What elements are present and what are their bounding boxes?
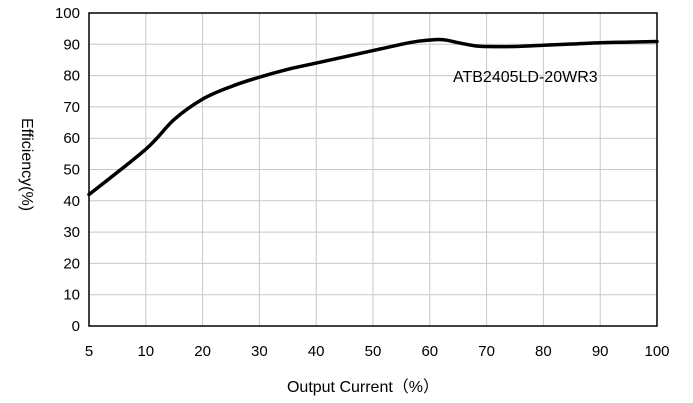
y-tick-label: 40 [63, 193, 80, 210]
y-axis-title: Efficiency(%) [18, 118, 35, 211]
plot-frame [88, 12, 658, 327]
y-tick-label: 90 [63, 36, 80, 53]
y-tick-label: 60 [63, 130, 80, 147]
x-tick-label: 50 [365, 343, 382, 360]
grid-lines [89, 13, 657, 326]
x-tick-label: 100 [644, 343, 669, 360]
y-tick-label: 50 [63, 162, 80, 179]
series-label: ATB2405LD-20WR3 [453, 69, 598, 86]
y-tick-label: 0 [72, 318, 80, 335]
x-axis-title: Output Current（%） [287, 378, 439, 396]
series-layer [87, 37, 659, 197]
efficiency-curve [87, 37, 659, 197]
x-tick-label: 5 [85, 343, 93, 360]
y-tick-label: 70 [63, 99, 80, 116]
y-tick-label: 30 [63, 224, 80, 241]
y-tick-label: 100 [55, 5, 80, 22]
x-tick-labels: 5 10 20 30 40 50 60 70 80 90 100 [85, 343, 670, 360]
y-tick-label: 10 [63, 287, 80, 304]
y-tick-labels: 0 10 20 30 40 50 60 70 80 90 100 [55, 5, 80, 335]
x-tick-label: 80 [535, 343, 552, 360]
y-tick-label: 20 [63, 255, 80, 272]
x-tick-label: 90 [592, 343, 609, 360]
x-tick-label: 60 [421, 343, 438, 360]
x-tick-label: 10 [137, 343, 154, 360]
x-tick-label: 30 [251, 343, 268, 360]
x-tick-label: 70 [478, 343, 495, 360]
y-tick-label: 80 [63, 68, 80, 85]
x-tick-label: 40 [308, 343, 325, 360]
x-tick-label: 20 [194, 343, 211, 360]
